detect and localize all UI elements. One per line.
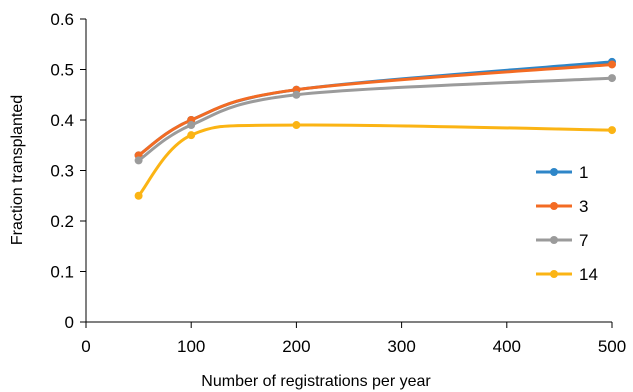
legend-marker-1 bbox=[550, 168, 558, 176]
y-tick-label: 0.2 bbox=[50, 212, 74, 231]
series-line-14 bbox=[137, 123, 614, 198]
y-tick-label: 0.1 bbox=[50, 263, 74, 282]
x-tick-label: 0 bbox=[81, 337, 90, 356]
series-point-7 bbox=[187, 121, 196, 130]
x-axis-title: Number of registrations per year bbox=[201, 373, 431, 390]
series-line-3 bbox=[137, 62, 614, 157]
series-layer bbox=[134, 57, 616, 200]
legend-label-7: 7 bbox=[579, 231, 588, 250]
y-tick-label: 0.5 bbox=[50, 61, 74, 80]
series-point-14 bbox=[608, 126, 616, 135]
y-axis-title: Fraction transplanted bbox=[9, 95, 26, 245]
legend-marker-7 bbox=[550, 236, 558, 244]
y-tick-label: 0.6 bbox=[50, 10, 74, 29]
y-tick-label: 0.4 bbox=[50, 111, 74, 130]
x-tick-label: 500 bbox=[598, 337, 626, 356]
series-point-14 bbox=[187, 131, 196, 140]
series-point-7 bbox=[134, 156, 143, 165]
x-tick-label: 300 bbox=[387, 337, 415, 356]
legend-label-14: 14 bbox=[579, 265, 598, 284]
series-line-1 bbox=[137, 60, 614, 157]
x-tick-label: 200 bbox=[282, 337, 310, 356]
legend-label-1: 1 bbox=[579, 163, 588, 182]
legend: 1 3 7 14 bbox=[536, 163, 598, 284]
x-tick-label: 400 bbox=[493, 337, 521, 356]
y-tick-label: 0 bbox=[65, 313, 74, 332]
series-point-7 bbox=[292, 90, 301, 99]
y-tick-label: 0.3 bbox=[50, 162, 74, 181]
series-line-7 bbox=[137, 76, 614, 162]
x-ticks: 0 100 200 300 400 500 bbox=[81, 322, 626, 356]
legend-marker-3 bbox=[550, 202, 558, 210]
series-point-3 bbox=[608, 60, 616, 69]
series-point-14 bbox=[292, 121, 301, 130]
y-ticks: 0 0.1 0.2 0.3 0.4 0.5 0.6 bbox=[50, 10, 86, 332]
series-point-14 bbox=[134, 191, 143, 200]
legend-marker-14 bbox=[550, 270, 558, 278]
legend-label-3: 3 bbox=[579, 197, 588, 216]
series-point-7 bbox=[608, 74, 616, 83]
x-tick-label: 100 bbox=[177, 337, 205, 356]
